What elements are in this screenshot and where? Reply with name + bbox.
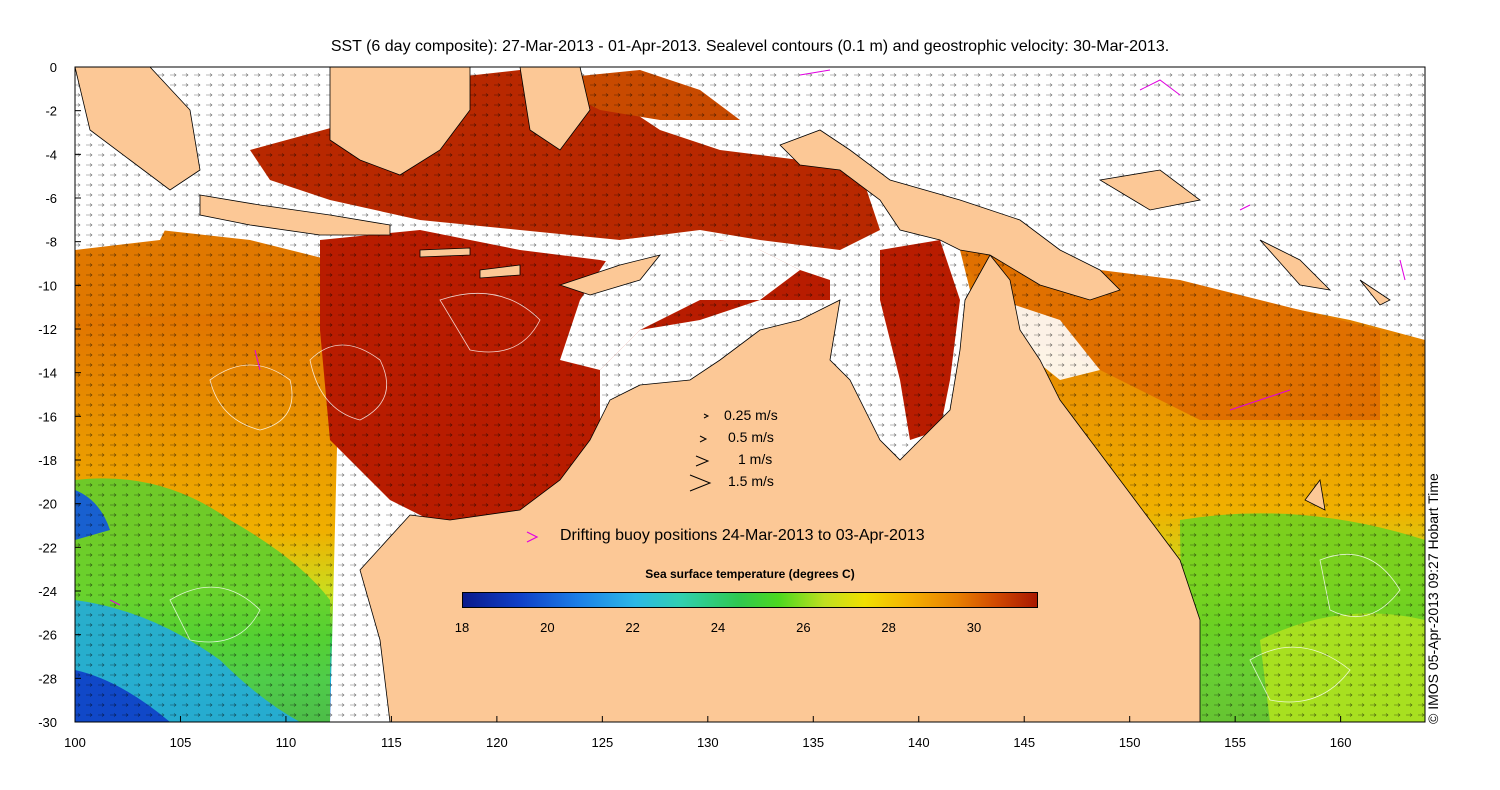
velocity-legend-025: 0.25 m/s	[724, 407, 778, 423]
y-tick-label: -20	[38, 497, 57, 512]
velocity-legend-arrows	[689, 413, 712, 492]
y-tick-label: 0	[50, 60, 57, 75]
colorbar-tick-label: 26	[796, 620, 811, 635]
colorbar-tick-label: 30	[966, 620, 982, 635]
y-tick-label: -14	[38, 366, 57, 381]
sealevel-contours	[169, 292, 1401, 703]
colorbar-tick-label: 22	[625, 620, 640, 635]
x-tick-label: 155	[1224, 735, 1246, 750]
y-tick-label: -16	[38, 409, 57, 424]
x-tick-label: 140	[908, 735, 930, 750]
colorbar-title: Sea surface temperature (degrees C)	[645, 567, 855, 581]
land-sulawesi	[519, 67, 591, 151]
x-tick-label: 130	[697, 735, 719, 750]
credit-text: © IMOS 05-Apr-2013 09:27 Hobart Time	[1425, 473, 1441, 724]
colorbar-tick-label: 24	[710, 620, 726, 635]
y-tick-label: -22	[38, 540, 57, 555]
plot-frame	[74, 66, 1426, 723]
x-tick-label: 120	[486, 735, 508, 750]
x-tick-label: 160	[1330, 735, 1352, 750]
plot-area	[75, 67, 1425, 722]
y-tick-label: -18	[38, 453, 57, 468]
land-sumatra	[75, 67, 201, 191]
x-tick-label: 100	[64, 735, 86, 750]
land-new-guinea	[779, 129, 1121, 301]
velocity-legend-05: 0.5 m/s	[728, 429, 774, 445]
y-tick-label: -28	[38, 671, 57, 686]
y-tick-label: -4	[45, 147, 57, 162]
y-tick-label: -10	[38, 278, 57, 293]
colorbar-tick-label: 20	[540, 620, 555, 635]
land-timor	[558, 254, 662, 296]
y-axis: 0 -2 -4 -6 -8 -10 -12 -14 -16 -18 -20 -22 -24 -26 -28 -…	[38, 60, 81, 730]
colorbar-tick-label: 18	[454, 620, 470, 635]
land-java	[199, 194, 391, 236]
x-tick-label: 105	[170, 735, 192, 750]
x-tick-label: 145	[1013, 735, 1035, 750]
buoy-legend: Drifting buoy positions 24-Mar-2013 to 0…	[560, 527, 925, 544]
x-tick-label: 115	[381, 735, 402, 750]
x-tick-label: 150	[1119, 735, 1141, 750]
buoy-legend-marker	[526, 531, 539, 543]
y-tick-label: -12	[38, 322, 57, 337]
y-tick-label: -8	[45, 235, 57, 250]
map-title: SST (6 day composite): 27-Mar-2013 - 01-…	[330, 38, 1170, 55]
velocity-legend-15: 1.5 m/s	[728, 473, 774, 489]
y-tick-label: -26	[38, 628, 57, 643]
x-tick-label: 125	[591, 735, 613, 750]
colorbar-tick-label: 28	[881, 620, 896, 635]
colorbar	[462, 592, 1038, 608]
y-tick-label: -24	[38, 584, 57, 599]
x-axis: 100 105 110 115 120 125 130 135 140 145 150 155 160	[64, 716, 1351, 750]
land-borneo	[329, 67, 471, 176]
y-tick-label: -6	[45, 191, 57, 206]
x-tick-label: 135	[802, 735, 824, 750]
drifting-buoys	[109, 69, 1406, 606]
velocity-legend-1: 1 m/s	[738, 451, 773, 467]
x-tick-label: 110	[276, 735, 297, 750]
y-tick-label: -30	[38, 715, 57, 730]
y-tick-label: -2	[45, 104, 57, 119]
